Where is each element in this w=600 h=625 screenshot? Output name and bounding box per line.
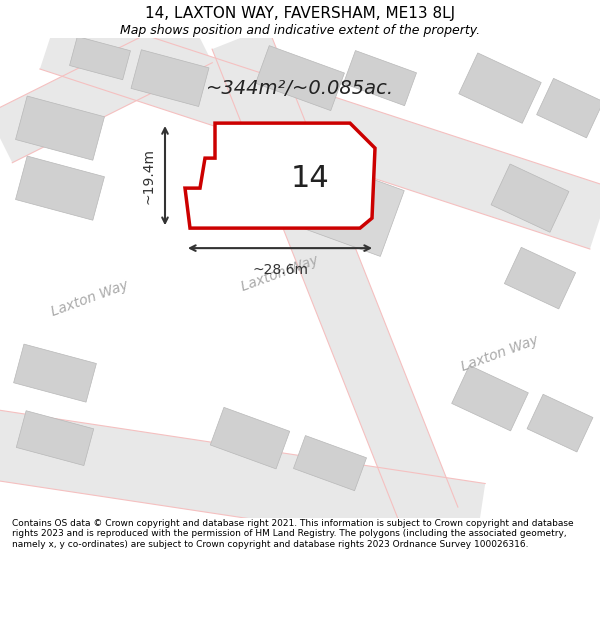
Text: Laxton Way: Laxton Way (460, 332, 541, 374)
Text: Map shows position and indicative extent of the property.: Map shows position and indicative extent… (120, 24, 480, 38)
Polygon shape (14, 344, 97, 402)
Text: ~344m²/~0.085ac.: ~344m²/~0.085ac. (206, 79, 394, 98)
Polygon shape (343, 51, 416, 106)
Polygon shape (452, 366, 529, 431)
Text: 14: 14 (290, 164, 329, 192)
Polygon shape (505, 248, 575, 309)
Polygon shape (185, 123, 375, 228)
Polygon shape (296, 160, 404, 256)
Polygon shape (16, 96, 104, 160)
Polygon shape (527, 394, 593, 452)
Polygon shape (16, 411, 94, 466)
Polygon shape (70, 36, 130, 80)
Polygon shape (212, 27, 458, 529)
Polygon shape (491, 164, 569, 232)
Polygon shape (459, 53, 541, 123)
Polygon shape (293, 436, 367, 491)
Polygon shape (210, 408, 290, 469)
Polygon shape (0, 404, 485, 552)
Polygon shape (256, 46, 344, 111)
Polygon shape (536, 78, 600, 138)
Text: Contains OS data © Crown copyright and database right 2021. This information is : Contains OS data © Crown copyright and d… (12, 519, 574, 549)
Text: 14, LAXTON WAY, FAVERSHAM, ME13 8LJ: 14, LAXTON WAY, FAVERSHAM, ME13 8LJ (145, 6, 455, 21)
Text: ~19.4m: ~19.4m (141, 148, 155, 204)
Text: Laxton Way: Laxton Way (239, 253, 320, 294)
Polygon shape (131, 50, 209, 106)
Polygon shape (40, 8, 600, 249)
Text: ~28.6m: ~28.6m (252, 263, 308, 277)
Polygon shape (16, 156, 104, 220)
Text: Laxton Way: Laxton Way (49, 278, 131, 319)
Polygon shape (0, 14, 212, 162)
